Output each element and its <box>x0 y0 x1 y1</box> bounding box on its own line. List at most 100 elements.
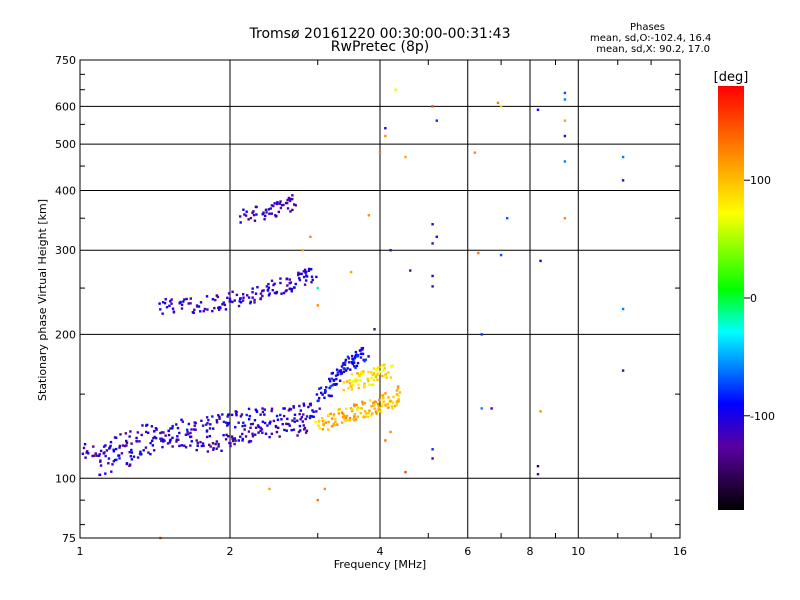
data-point <box>353 419 356 422</box>
data-point <box>209 423 212 426</box>
data-point <box>180 444 183 447</box>
data-point <box>367 214 371 217</box>
data-point <box>138 440 141 443</box>
data-point <box>350 360 354 364</box>
data-point <box>237 439 240 442</box>
data-point <box>104 472 107 475</box>
data-point <box>356 372 359 375</box>
data-point <box>256 286 259 289</box>
data-point <box>200 444 204 448</box>
plot-frame <box>79 59 681 539</box>
data-point <box>212 447 215 450</box>
data-point <box>275 202 279 206</box>
data-point <box>247 430 251 433</box>
data-point <box>353 365 356 368</box>
data-point <box>282 203 285 207</box>
data-point <box>168 304 171 308</box>
data-point <box>257 431 260 434</box>
data-point <box>261 294 264 298</box>
data-point <box>364 415 367 418</box>
data-point <box>155 428 158 431</box>
data-point <box>332 378 336 382</box>
x-tick-label: 2 <box>227 545 234 558</box>
data-point <box>118 457 121 460</box>
data-point <box>298 272 302 276</box>
data-point <box>384 439 387 442</box>
data-point <box>172 311 176 314</box>
data-point <box>621 155 625 159</box>
data-point <box>318 419 321 422</box>
data-point <box>298 424 302 428</box>
data-point <box>394 88 397 91</box>
data-point <box>340 371 343 374</box>
data-point <box>168 439 172 442</box>
data-point <box>359 352 363 356</box>
data-point <box>247 296 251 299</box>
data-point <box>309 414 312 418</box>
data-point <box>165 306 169 309</box>
data-point <box>338 379 342 382</box>
data-point <box>354 355 357 358</box>
data-point <box>311 409 314 412</box>
data-point <box>496 101 500 105</box>
data-point <box>302 413 305 416</box>
data-point <box>370 405 373 408</box>
data-point <box>118 444 122 448</box>
data-point <box>323 388 327 392</box>
data-point <box>505 217 509 220</box>
data-point <box>244 214 248 217</box>
data-point <box>217 306 220 310</box>
data-point <box>84 456 87 459</box>
data-point <box>193 308 196 312</box>
data-point <box>378 370 382 374</box>
data-point <box>360 370 363 374</box>
data-point <box>376 402 380 406</box>
data-point <box>162 431 165 434</box>
data-point <box>357 383 360 386</box>
data-point <box>342 381 345 384</box>
data-point <box>251 287 254 290</box>
data-point <box>350 388 354 391</box>
data-point <box>376 366 380 369</box>
data-point <box>118 446 121 449</box>
data-point <box>140 433 143 437</box>
data-point <box>150 425 154 428</box>
data-point <box>268 212 271 215</box>
data-point <box>271 288 274 292</box>
data-point <box>362 415 366 418</box>
data-point <box>238 215 242 218</box>
data-point <box>251 211 254 214</box>
data-point <box>286 284 289 287</box>
data-point <box>189 444 192 447</box>
data-point <box>273 282 276 285</box>
data-point <box>242 293 245 296</box>
data-point <box>354 366 357 370</box>
data-point <box>309 403 312 407</box>
data-point <box>473 151 477 154</box>
data-point <box>376 378 379 381</box>
data-point <box>380 410 383 413</box>
data-point <box>262 211 265 214</box>
data-point <box>161 312 164 315</box>
data-point <box>312 410 315 414</box>
data-point <box>109 444 112 448</box>
data-point <box>270 279 274 282</box>
data-point <box>392 395 395 399</box>
data-point <box>490 407 493 410</box>
data-point <box>310 415 314 418</box>
data-point <box>204 423 208 426</box>
data-point <box>359 349 362 352</box>
data-point <box>366 415 370 418</box>
data-point <box>355 380 358 383</box>
data-point <box>107 457 111 460</box>
data-point <box>395 399 399 403</box>
data-point <box>334 423 337 427</box>
data-point <box>263 413 266 416</box>
data-point <box>218 305 221 309</box>
data-point <box>307 269 311 272</box>
data-point <box>316 286 319 290</box>
data-point <box>276 418 280 421</box>
data-point <box>299 418 302 421</box>
data-point <box>317 424 320 427</box>
data-point <box>211 298 215 301</box>
